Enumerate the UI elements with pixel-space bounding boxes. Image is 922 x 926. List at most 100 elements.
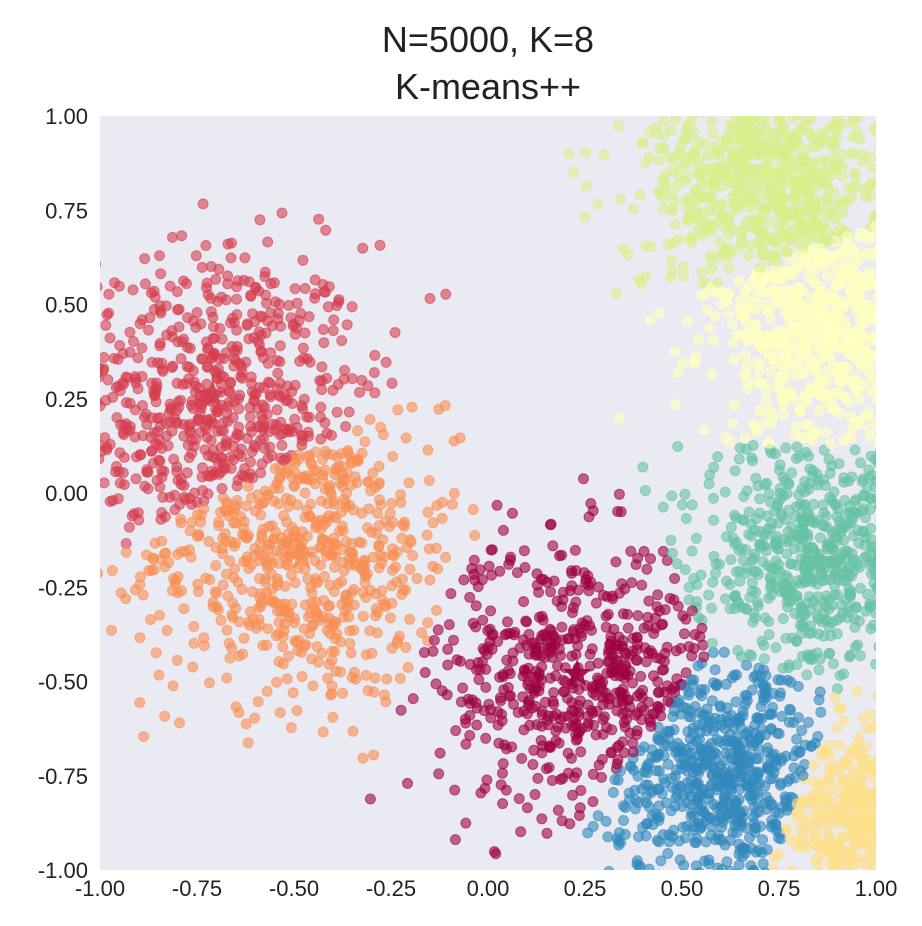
data-point — [821, 192, 833, 203]
data-point — [297, 254, 309, 266]
data-point — [236, 372, 248, 384]
data-point — [470, 600, 482, 612]
data-point — [905, 573, 915, 583]
data-point — [884, 494, 894, 504]
data-point — [587, 707, 599, 719]
data-point — [645, 315, 656, 326]
data-point — [156, 471, 168, 483]
data-point — [877, 211, 887, 221]
data-point — [199, 444, 211, 456]
data-point — [100, 477, 110, 489]
data-point — [344, 638, 356, 649]
data-point — [196, 353, 208, 365]
data-point — [271, 383, 283, 395]
data-point — [374, 239, 386, 251]
data-point — [85, 339, 95, 349]
data-point — [46, 532, 56, 542]
data-point — [815, 90, 825, 100]
data-point — [909, 343, 919, 353]
data-point — [708, 514, 720, 526]
data-point — [878, 221, 888, 231]
data-point — [825, 294, 837, 306]
data-point — [896, 793, 906, 803]
data-point — [782, 154, 794, 166]
data-point — [544, 644, 556, 656]
data-point — [734, 742, 746, 754]
data-point — [231, 494, 243, 506]
data-point — [790, 510, 802, 522]
data-point — [611, 758, 623, 770]
data-point — [662, 97, 672, 107]
data-point — [895, 460, 905, 470]
data-point — [712, 276, 724, 288]
data-point — [346, 373, 358, 385]
data-point — [900, 764, 910, 774]
data-point — [883, 828, 893, 838]
data-point — [874, 841, 876, 851]
data-point — [882, 535, 892, 545]
data-point — [884, 800, 894, 810]
data-point — [227, 412, 239, 424]
data-point — [777, 613, 789, 624]
data-point — [876, 912, 886, 922]
data-point — [127, 284, 139, 296]
data-point — [660, 797, 672, 809]
data-point — [395, 497, 407, 508]
data-point — [336, 335, 348, 347]
data-point — [692, 660, 704, 672]
data-point — [359, 436, 371, 448]
data-point — [833, 574, 844, 586]
data-point — [86, 565, 96, 575]
data-point — [613, 488, 625, 500]
data-point — [187, 661, 199, 673]
data-point — [877, 357, 887, 367]
data-point — [603, 866, 615, 870]
data-point — [749, 93, 759, 103]
data-point — [812, 613, 824, 625]
data-point — [83, 333, 93, 343]
data-point — [915, 245, 922, 255]
data-point — [892, 635, 902, 645]
data-point — [903, 361, 913, 371]
data-point — [667, 547, 678, 559]
data-point — [883, 865, 893, 875]
data-point — [524, 719, 536, 731]
data-point — [813, 405, 825, 416]
data-point — [824, 28, 834, 38]
data-point — [538, 628, 550, 640]
data-point — [778, 71, 788, 81]
data-point — [570, 718, 582, 730]
data-point — [676, 499, 688, 511]
data-point — [187, 365, 199, 377]
data-point — [118, 452, 130, 463]
data-point — [528, 744, 540, 756]
data-point — [833, 39, 843, 49]
data-point — [319, 464, 331, 476]
data-point — [24, 343, 34, 353]
data-point — [887, 81, 897, 91]
data-point — [337, 687, 349, 699]
data-point — [885, 577, 895, 587]
data-point — [719, 839, 731, 851]
data-point — [289, 577, 301, 589]
data-point — [250, 283, 262, 294]
data-point — [682, 170, 694, 182]
data-point — [683, 594, 695, 606]
data-point — [780, 632, 792, 644]
data-point — [811, 104, 821, 114]
data-point — [907, 784, 917, 794]
data-point — [824, 438, 836, 450]
data-point — [310, 464, 322, 476]
data-point — [692, 762, 704, 774]
data-point — [273, 298, 285, 310]
data-point — [481, 774, 493, 786]
data-point — [707, 492, 719, 504]
data-point — [80, 364, 90, 374]
data-point — [895, 832, 905, 842]
data-point — [882, 416, 892, 426]
data-point — [567, 789, 579, 801]
data-point — [889, 463, 899, 473]
data-point — [764, 366, 776, 378]
data-point — [69, 417, 79, 427]
data-point — [124, 326, 136, 338]
